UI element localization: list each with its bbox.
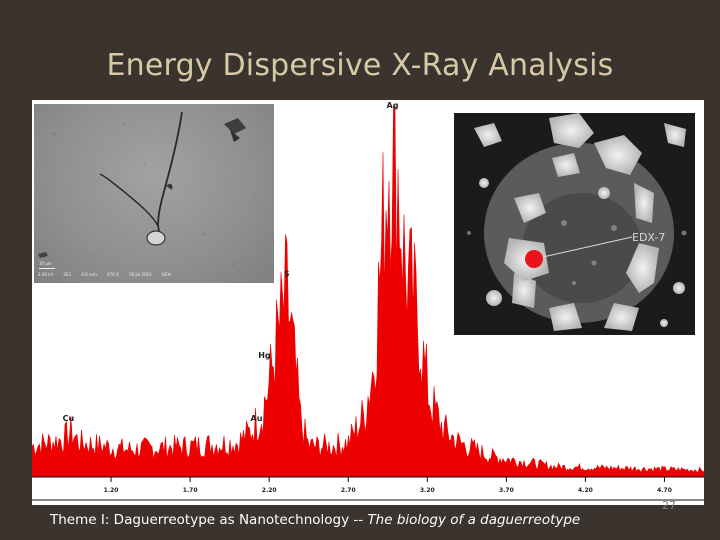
- sem-caption-bar: 2.00 kV SE2 4.6 mm 476 X 30 Jul 2012 GEH: [38, 272, 180, 277]
- peak-label-hg: Hg: [258, 351, 271, 360]
- sem-caption-field: 4.6 mm: [81, 272, 97, 277]
- footer-caption: Theme I: Daguerreotype as Nanotechnology…: [50, 512, 580, 528]
- sem-caption-field: 2.00 kV: [38, 272, 54, 277]
- x-tick-label: 4.70: [657, 487, 672, 494]
- footer-caption-main: Theme I: Daguerreotype as Nanotechnology…: [50, 512, 368, 528]
- spectrum-fill: [32, 105, 704, 478]
- sem-micrograph-image: 10 µm 2.00 kV SE2 4.6 mm 476 X 30 Jul 20…: [34, 104, 274, 283]
- x-tick-label: 3.20: [420, 487, 435, 494]
- sem-micrograph-overview: 10 µm 2.00 kV SE2 4.6 mm 476 X 30 Jul 20…: [32, 102, 276, 285]
- edx-spot-label: EDX-7: [632, 231, 666, 244]
- edx-analysis-spot: [525, 250, 543, 268]
- slide-number: 27: [662, 499, 676, 512]
- scale-bar-label: 10 µm: [39, 261, 52, 266]
- sem-fiber-drawing: [38, 111, 255, 266]
- peak-label-s: S: [284, 269, 290, 278]
- sem-particle-drawing: [467, 113, 687, 331]
- scale-bar: [39, 268, 55, 269]
- edx-pointer-line: [533, 236, 633, 260]
- footer-caption-italic: The biology of a daguerreotype: [367, 512, 581, 528]
- x-axis-ticks: 1.20 1.70 2.20 2.70 3.20 3.70 4.20 4.70: [104, 477, 672, 494]
- x-tick-label: 1.70: [183, 487, 198, 494]
- sem-caption-field: GEH: [162, 272, 171, 277]
- peak-labels: Cu Au Hg S Ag: [63, 101, 399, 423]
- x-tick-label: 4.20: [578, 487, 593, 494]
- x-tick-label: 2.70: [341, 487, 356, 494]
- sem-caption-field: 30 Jul 2012: [129, 272, 152, 277]
- peak-label-au: Au: [251, 414, 263, 423]
- sem-caption-field: SE2: [63, 272, 72, 277]
- x-tick-label: 3.70: [499, 487, 514, 494]
- peak-label-ag: Ag: [387, 101, 399, 110]
- peak-label-cu: Cu: [63, 414, 75, 423]
- sem-micrograph-detail: EDX-7: [454, 113, 695, 335]
- slide-title: Energy Dispersive X-Ray Analysis: [106, 48, 614, 83]
- spectrum-plot: 1.20 1.70 2.20 2.70 3.20 3.70 4.20 4.70 Cu Au Hg S…: [32, 101, 704, 501]
- x-tick-label: 2.20: [262, 487, 277, 494]
- sem-caption-field: 476 X: [107, 272, 119, 277]
- x-tick-label: 1.20: [104, 487, 119, 494]
- spectrum-area: [32, 105, 704, 478]
